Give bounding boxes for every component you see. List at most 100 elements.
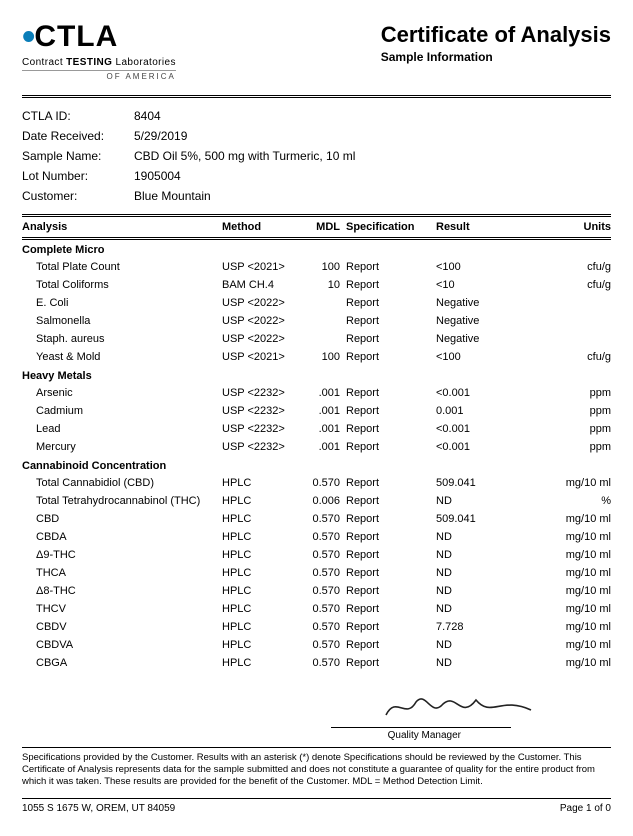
meta-value: 1905004	[134, 169, 181, 183]
cell-spec: Report	[346, 315, 436, 327]
table-row: Total Tetrahydrocannabinol (THC)HPLC0.00…	[22, 492, 611, 510]
cell-result: <0.001	[436, 423, 516, 435]
cell-analysis: Lead	[22, 423, 222, 435]
cell-result: 7.728	[436, 621, 516, 633]
cell-analysis: Salmonella	[22, 315, 222, 327]
cell-mdl: .001	[302, 387, 346, 399]
footer-page: Page 1 of 0	[560, 803, 611, 814]
col-units: Units	[516, 221, 611, 233]
divider	[22, 95, 611, 98]
cell-analysis: Total Tetrahydrocannabinol (THC)	[22, 495, 222, 507]
table-row: E. ColiUSP <2022>ReportNegative	[22, 294, 611, 312]
cell-units: mg/10 ml	[516, 531, 611, 543]
cell-result: ND	[436, 603, 516, 615]
cell-analysis: CBDA	[22, 531, 222, 543]
table-row: Δ8-THCHPLC0.570ReportNDmg/10 ml	[22, 582, 611, 600]
cell-mdl: 10	[302, 279, 346, 291]
cell-units: mg/10 ml	[516, 603, 611, 615]
cell-method: USP <2022>	[222, 333, 302, 345]
table-row: CadmiumUSP <2232>.001Report0.001ppm	[22, 402, 611, 420]
table-row: CBDAHPLC0.570ReportNDmg/10 ml	[22, 528, 611, 546]
cell-mdl	[302, 333, 346, 345]
cell-method: HPLC	[222, 657, 302, 669]
cell-spec: Report	[346, 387, 436, 399]
table-row: SalmonellaUSP <2022>ReportNegative	[22, 312, 611, 330]
section-header: Heavy Metals	[22, 366, 611, 384]
cell-analysis: Staph. aureus	[22, 333, 222, 345]
cell-units: mg/10 ml	[516, 585, 611, 597]
cell-units: %	[516, 495, 611, 507]
cell-units: mg/10 ml	[516, 567, 611, 579]
cell-method: BAM CH.4	[222, 279, 302, 291]
cell-analysis: Arsenic	[22, 387, 222, 399]
section-header: Complete Micro	[22, 240, 611, 258]
cell-mdl: 0.570	[302, 477, 346, 489]
cell-method: HPLC	[222, 639, 302, 651]
cell-analysis: CBD	[22, 513, 222, 525]
meta-date: Date Received: 5/29/2019	[22, 126, 611, 146]
cell-method: HPLC	[222, 477, 302, 489]
cell-analysis: Δ8-THC	[22, 585, 222, 597]
meta-label: Sample Name:	[22, 149, 134, 163]
cell-analysis: THCV	[22, 603, 222, 615]
cell-spec: Report	[346, 621, 436, 633]
logo-subtitle: Contract TESTING Laboratories	[22, 58, 176, 68]
cell-method: HPLC	[222, 495, 302, 507]
col-analysis: Analysis	[22, 221, 222, 233]
cell-analysis: Total Cannabidiol (CBD)	[22, 477, 222, 489]
cell-mdl: 0.570	[302, 621, 346, 633]
cell-method: USP <2232>	[222, 405, 302, 417]
cell-result: ND	[436, 567, 516, 579]
table-row: Yeast & MoldUSP <2021>100Report<100cfu/g	[22, 348, 611, 366]
logo-block: • CTLA Contract TESTING Laboratories OF …	[22, 18, 176, 81]
logo-sub-post: Laboratories	[112, 57, 176, 68]
cell-analysis: CBDV	[22, 621, 222, 633]
meta-label: Customer:	[22, 189, 134, 203]
cell-method: HPLC	[222, 621, 302, 633]
cell-spec: Report	[346, 297, 436, 309]
meta-value: 8404	[134, 109, 161, 123]
logo-sub-pre: Contract	[22, 57, 66, 68]
cell-spec: Report	[346, 279, 436, 291]
cell-spec: Report	[346, 441, 436, 453]
cell-units	[516, 297, 611, 309]
cell-mdl: 100	[302, 351, 346, 363]
cell-units	[516, 333, 611, 345]
cell-result: 0.001	[436, 405, 516, 417]
table-row: CBGAHPLC0.570ReportNDmg/10 ml	[22, 654, 611, 672]
table-row: CBDHPLC0.570Report509.041mg/10 ml	[22, 510, 611, 528]
cell-analysis: Total Plate Count	[22, 261, 222, 273]
cell-method: HPLC	[222, 513, 302, 525]
cell-spec: Report	[346, 333, 436, 345]
col-result: Result	[436, 221, 516, 233]
cell-mdl: .001	[302, 441, 346, 453]
cell-mdl: .001	[302, 405, 346, 417]
cell-spec: Report	[346, 477, 436, 489]
table-row: LeadUSP <2232>.001Report<0.001ppm	[22, 420, 611, 438]
meta-value: CBD Oil 5%, 500 mg with Turmeric, 10 ml	[134, 149, 355, 163]
cell-result: 509.041	[436, 513, 516, 525]
cell-mdl: .001	[302, 423, 346, 435]
cell-spec: Report	[346, 261, 436, 273]
cell-result: <10	[436, 279, 516, 291]
table-row: THCAHPLC0.570ReportNDmg/10 ml	[22, 564, 611, 582]
cell-result: ND	[436, 495, 516, 507]
cell-analysis: Yeast & Mold	[22, 351, 222, 363]
logo-of-america: OF AMERICA	[22, 70, 176, 81]
cell-spec: Report	[346, 405, 436, 417]
signature-icon	[381, 690, 551, 724]
cell-spec: Report	[346, 423, 436, 435]
cell-analysis: CBGA	[22, 657, 222, 669]
cell-result: <0.001	[436, 387, 516, 399]
cell-result: <100	[436, 261, 516, 273]
table-row: ArsenicUSP <2232>.001Report<0.001ppm	[22, 384, 611, 402]
cell-method: USP <2232>	[222, 387, 302, 399]
meta-label: Date Received:	[22, 129, 134, 143]
cell-mdl: 0.570	[302, 549, 346, 561]
cell-analysis: CBDVA	[22, 639, 222, 651]
cell-result: 509.041	[436, 477, 516, 489]
cell-result: ND	[436, 657, 516, 669]
cell-spec: Report	[346, 585, 436, 597]
cell-method: USP <2021>	[222, 351, 302, 363]
logo-text: CTLA	[34, 22, 118, 52]
